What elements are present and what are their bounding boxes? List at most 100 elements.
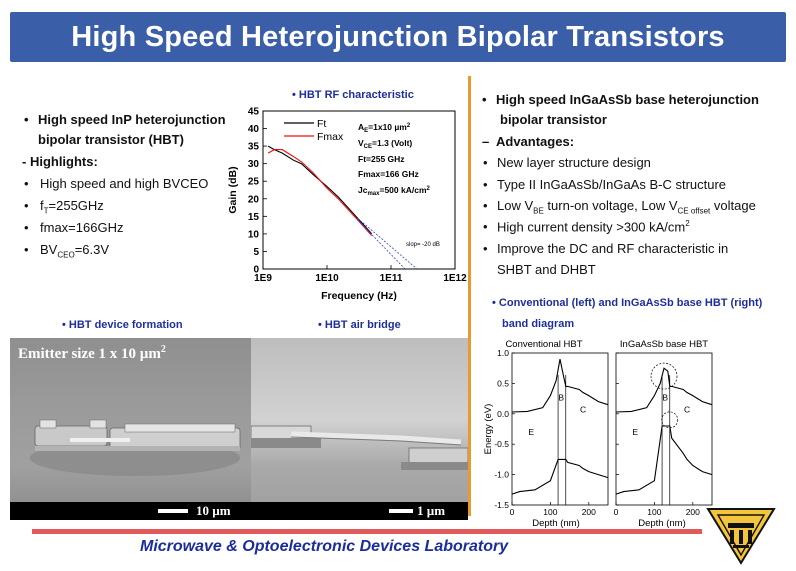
dash-icon: – xyxy=(482,134,490,149)
highlight-item-4: • BVCEO=6.3V xyxy=(24,242,110,260)
sem2-scale-strip xyxy=(251,502,468,520)
annotation-slope: slop= -20 dB xyxy=(406,242,440,248)
band-y-tick-label: 0.0 xyxy=(497,409,509,419)
sem-airbridge-photo: 1 µm xyxy=(251,338,468,520)
sem2-scale-label: 1 µm xyxy=(417,503,446,518)
bullet-icon: • xyxy=(24,112,29,127)
advantage-text: New layer structure design xyxy=(497,155,651,170)
legend-ft-label: Ft xyxy=(317,118,326,130)
vertical-divider xyxy=(468,76,471,516)
rf-series-group xyxy=(267,145,418,269)
band-highlight-circle xyxy=(650,362,678,390)
highlight-text: f xyxy=(40,198,44,213)
band-region-label: B xyxy=(558,392,564,402)
footer-lab-name: Microwave & Optoelectronic Devices Labor… xyxy=(140,538,509,555)
band-y-axis-label: Energy (eV) xyxy=(483,404,494,455)
annotation-ft: Ft=255 GHz xyxy=(358,154,405,164)
caption-airbridge: • HBT air bridge xyxy=(318,319,401,331)
advantage-item-3: • Low VBE turn-on voltage, Low VCE offse… xyxy=(483,198,756,216)
advantages-text: Advantages: xyxy=(496,134,575,149)
band-x-tick-label: 200 xyxy=(686,507,700,517)
band-frame-right xyxy=(615,352,713,506)
highlight-item-1: • High speed and high BVCEO xyxy=(24,176,209,191)
bullet-icon: • xyxy=(24,242,29,257)
rf-y-ticks: 0 5 10 15 20 25 30 35 40 45 xyxy=(248,107,260,276)
band-edge-ec xyxy=(615,367,713,413)
page-title: High Speed Heterojunction Bipolar Transi… xyxy=(71,21,725,53)
rf-y-tick-label: 10 xyxy=(248,229,260,240)
band-x-tick-label: 100 xyxy=(647,507,661,517)
rf-plot-frame xyxy=(262,110,456,270)
band-x-axis-label-left: Depth (nm) xyxy=(532,518,580,529)
band-y-tick-label: -0.5 xyxy=(494,439,509,449)
left-heading-text: High speed InP heterojunction xyxy=(38,112,226,127)
band-x-axis-label-right: Depth (nm) xyxy=(638,518,686,529)
rf-y-tick-label: 30 xyxy=(248,159,260,170)
rf-annotations: AE=1x10 µm2 VCE=1.3 (Volt) Ft=255 GHz Fm… xyxy=(358,122,431,197)
highlight-text: High speed and high BVCEO xyxy=(40,176,209,191)
bullet-icon: • xyxy=(482,92,487,107)
rf-x-tick-label: 1E12 xyxy=(443,273,467,284)
annotation-vce: VCE=1.3 (Volt) xyxy=(358,138,412,150)
device-structure-illustration xyxy=(30,419,241,476)
band-diagram: Conventional HBT InGaAsSb base HBT 1.0 0.… xyxy=(483,339,713,529)
sem1-scale-bar xyxy=(158,509,188,513)
highlight-text: fmax=166GHz xyxy=(40,220,124,235)
highlight-text: BV xyxy=(40,242,58,257)
caption-rf: • HBT RF characteristic xyxy=(292,89,414,101)
bullet-icon: • xyxy=(483,219,488,234)
rf-grid xyxy=(262,110,456,270)
band-x-tick-label: 200 xyxy=(582,507,596,517)
rf-x-ticks: 1E9 1E10 1E11 1E12 xyxy=(254,273,467,284)
advantage-item-5: • Improve the DC and RF characteristic i… xyxy=(483,241,729,256)
advantage-text: Type II InGaAsSb/InGaAs B-C structure xyxy=(497,177,727,192)
bullet-icon: • xyxy=(483,177,488,192)
band-region-label: C xyxy=(580,405,586,415)
bullet-icon: • xyxy=(24,220,29,235)
band-x-tick-label: 100 xyxy=(543,507,557,517)
caption-device: • HBT device formation xyxy=(62,319,183,331)
rf-series-fmax-extrapolation xyxy=(357,219,406,269)
annotation-fmax: Fmax=166 GHz xyxy=(358,169,419,179)
band-highlight-circle xyxy=(661,411,679,429)
rf-y-tick-label: 40 xyxy=(248,124,260,135)
rf-y-tick-label: 0 xyxy=(253,265,259,276)
rf-chart: 0 5 10 15 20 25 30 35 40 45 1E9 1E10 1E11 1E12 Frequ… xyxy=(227,107,467,303)
sem1-scale-label: 10 µm xyxy=(196,503,231,518)
left-heading-line2: bipolar transistor (HBT) xyxy=(38,132,184,147)
band-edge-ec xyxy=(511,358,609,413)
advantage-text: Improve the DC and RF characteristic in xyxy=(497,241,729,256)
title-banner: High Speed Heterojunction Bipolar Transi… xyxy=(10,12,786,62)
advantage-item-5-cont: SHBT and DHBT xyxy=(497,262,596,277)
rf-y-tick-label: 45 xyxy=(248,107,260,118)
annotation-jc: Jcmax=500 kA/cm2 xyxy=(358,185,431,197)
rf-y-tick-label: 5 xyxy=(253,247,259,258)
band-edge-ev xyxy=(511,458,609,495)
band-region-label: B xyxy=(662,392,668,402)
band-y-tick-label: 0.5 xyxy=(497,378,509,388)
rf-y-tick-label: 20 xyxy=(248,194,260,205)
band-region-label: E xyxy=(528,427,534,437)
band-title-left: Conventional HBT xyxy=(505,339,582,350)
caption-band-line1: • Conventional (left) and InGaAsSb base … xyxy=(492,297,763,309)
band-y-tick-label: -1.5 xyxy=(494,500,509,510)
highlight-item-3: • fmax=166GHz xyxy=(24,220,124,235)
sem-device-photo: Emitter size 1 x 10 µm2 10 µm xyxy=(10,338,251,520)
legend-fmax-label: Fmax xyxy=(317,131,344,143)
bullet-icon: • xyxy=(24,176,29,191)
band-x-tick-label: 0 xyxy=(614,507,619,517)
advantages-label: – Advantages: xyxy=(482,134,575,149)
bullet-icon: • xyxy=(483,155,488,170)
university-logo-icon xyxy=(706,508,776,565)
highlights-label: - Highlights: xyxy=(22,154,98,169)
rf-y-tick-label: 35 xyxy=(248,142,260,153)
highlight-value: =255GHz xyxy=(48,198,104,213)
advantage-item-2: • Type II InGaAsSb/InGaAs B-C structure xyxy=(483,177,727,192)
band-title-right: InGaAsSb base HBT xyxy=(620,339,708,350)
band-edge-ev xyxy=(615,425,713,495)
bullet-icon: • xyxy=(24,198,29,213)
highlight-value: =6.3V xyxy=(74,242,110,257)
highlight-item-2: • fT=255GHz xyxy=(24,198,104,216)
sem2-scale-bar xyxy=(389,509,413,513)
rf-y-axis-label: Gain (dB) xyxy=(227,166,239,213)
